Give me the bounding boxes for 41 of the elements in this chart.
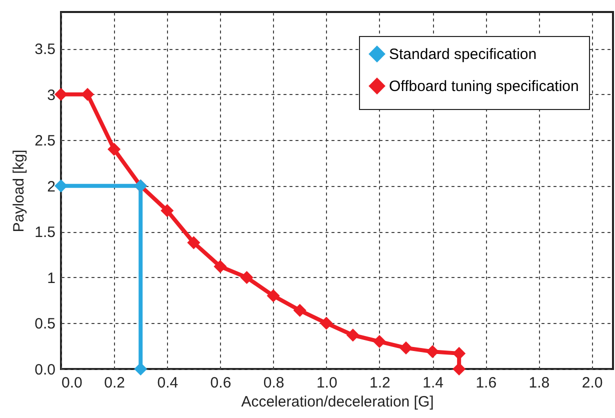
x-tick-label: 1.8 bbox=[528, 374, 550, 392]
point bbox=[346, 328, 360, 342]
point bbox=[54, 179, 68, 192]
y-tick-label: 0.5 bbox=[34, 316, 56, 333]
point bbox=[240, 270, 254, 284]
y-tick-label: 2.5 bbox=[34, 132, 56, 150]
x-tick-label: 0.8 bbox=[263, 374, 284, 392]
point bbox=[266, 289, 280, 302]
point bbox=[187, 236, 200, 250]
point bbox=[452, 362, 466, 376]
x-tick-label: 0.6 bbox=[210, 374, 232, 392]
point bbox=[214, 260, 227, 273]
point bbox=[372, 335, 386, 348]
x-axis-title: Acceleration/deceleration [G] bbox=[241, 394, 434, 410]
point bbox=[81, 88, 94, 101]
x-tick-label: 0.4 bbox=[157, 374, 178, 392]
y-tick-label: 0.0 bbox=[34, 362, 56, 378]
y-axis-title: Payload [kg] bbox=[10, 150, 28, 232]
point bbox=[293, 304, 306, 317]
legend-label: Offboard tuning specification bbox=[389, 78, 579, 95]
point bbox=[160, 204, 174, 218]
y-tick-label: 3 bbox=[47, 86, 56, 104]
point bbox=[54, 88, 68, 101]
x-tick-label: 1.2 bbox=[370, 374, 390, 392]
y-tick-label: 2 bbox=[47, 178, 56, 196]
x-tick-label: 2.0 bbox=[582, 374, 603, 392]
x-tick-label: 1.4 bbox=[422, 374, 444, 392]
point bbox=[108, 142, 121, 156]
point bbox=[399, 341, 413, 354]
y-tick-label: 3.5 bbox=[34, 41, 56, 58]
y-tick-label: 1.5 bbox=[34, 224, 56, 242]
point bbox=[426, 345, 440, 358]
point bbox=[320, 316, 333, 330]
x-tick-label: 1.0 bbox=[316, 374, 338, 392]
y-tick-label: 1 bbox=[47, 270, 56, 287]
x-tick-label: 1.6 bbox=[476, 374, 497, 392]
x-tick-label: 0.2 bbox=[104, 374, 126, 392]
x-tick-label: 0.0 bbox=[62, 374, 82, 392]
point bbox=[134, 362, 148, 376]
legend-label: Standard specification bbox=[389, 46, 537, 63]
point bbox=[452, 346, 466, 360]
